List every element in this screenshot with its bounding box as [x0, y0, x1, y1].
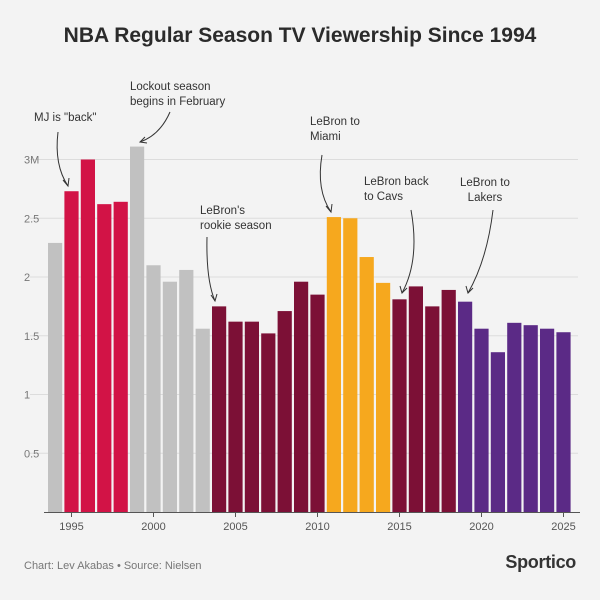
arrowhead — [62, 177, 70, 188]
bar-2011 — [326, 217, 341, 512]
annotation-line: LeBron to — [460, 177, 510, 189]
y-tick-label: 2.5 — [24, 213, 39, 225]
annotation-line: Lakers — [467, 191, 503, 204]
arrowhead — [399, 285, 408, 294]
x-tick-label: 1995 — [59, 521, 83, 533]
bar-2002 — [179, 269, 194, 512]
bar-2003 — [195, 328, 210, 512]
x-tick-label: 2025 — [551, 521, 575, 533]
arrowhead — [325, 203, 333, 214]
bar-2021 — [490, 352, 505, 512]
arrowhead — [465, 285, 474, 294]
bar-2005 — [228, 321, 243, 512]
annotation-line: LeBron's — [200, 205, 246, 217]
bar-2019 — [458, 301, 473, 512]
annotation-line: Miami — [310, 130, 341, 143]
arrow-rookie — [206, 236, 216, 302]
arrow-lockout — [139, 111, 171, 143]
bar-2024 — [540, 328, 555, 512]
bar-2015 — [392, 299, 407, 512]
bar-2023 — [523, 325, 538, 512]
y-tick-label: 2 — [24, 272, 30, 284]
x-tick-label: 2005 — [223, 521, 247, 533]
bar-2020 — [474, 328, 489, 512]
bar-2001 — [162, 281, 177, 512]
bar-1996 — [80, 159, 95, 512]
annotation-lockout: Lockout season begins in February — [130, 80, 225, 110]
x-tick-label: 2000 — [141, 521, 165, 533]
annotation-line: rookie season — [200, 219, 272, 232]
y-tick-label: 3M — [24, 155, 39, 167]
annotation-line: to Cavs — [364, 190, 403, 203]
x-tick-label: 2020 — [469, 521, 493, 533]
y-tick-label: 1.5 — [24, 331, 39, 343]
bar-1998 — [113, 201, 128, 513]
arrowhead — [138, 136, 148, 144]
annotation-line: MJ is "back" — [34, 112, 97, 124]
bar-2014 — [376, 282, 391, 512]
y-tick-label: 1 — [24, 390, 30, 402]
x-tick-label: 2010 — [305, 521, 329, 533]
chart-title: NBA Regular Season TV Viewership Since 1… — [63, 24, 537, 47]
bar-1997 — [97, 204, 112, 512]
annotation-miami: LeBron to Miami — [310, 115, 360, 145]
bar-2006 — [244, 321, 259, 512]
arrow-miami — [319, 154, 332, 213]
annotation-line: begins in February — [130, 95, 226, 108]
bar-2000 — [146, 265, 161, 512]
annotation-rookie: LeBron's rookie season — [200, 204, 272, 234]
bar-2004 — [212, 306, 227, 512]
annotation-line: Lockout season — [130, 81, 211, 93]
annotation-lakers: LeBron to Lakers — [460, 176, 510, 206]
annotation-line: LeBron to — [310, 116, 360, 128]
bar-2017 — [425, 306, 440, 512]
bar-2009 — [294, 281, 309, 512]
bar-2013 — [359, 257, 374, 512]
annotation-cavs: LeBron back to Cavs — [364, 175, 429, 205]
arrow-cavs — [401, 209, 415, 294]
chart-credit: Chart: Lev Akabas • Source: Nielsen — [24, 560, 202, 572]
bar-1999 — [130, 146, 145, 512]
arrow-mj — [56, 131, 69, 187]
bar-2016 — [408, 286, 423, 512]
arrow-lakers — [467, 209, 494, 294]
x-tick-label: 2015 — [387, 521, 411, 533]
arrowhead — [210, 293, 218, 303]
y-tick-label: 0.5 — [24, 448, 39, 460]
bar-1994 — [48, 242, 63, 513]
bar-1995 — [64, 191, 79, 512]
annotation-mj-back: MJ is "back" — [34, 111, 96, 126]
sportico-logo: Sportico — [505, 552, 576, 572]
annotation-line: LeBron back — [364, 176, 429, 188]
bar-2022 — [507, 322, 522, 512]
bar-2012 — [343, 218, 358, 512]
bar-2010 — [310, 294, 325, 512]
bar-2018 — [441, 289, 456, 512]
bar-2007 — [261, 333, 276, 512]
bar-2025 — [556, 332, 571, 512]
bar-2008 — [277, 311, 292, 512]
